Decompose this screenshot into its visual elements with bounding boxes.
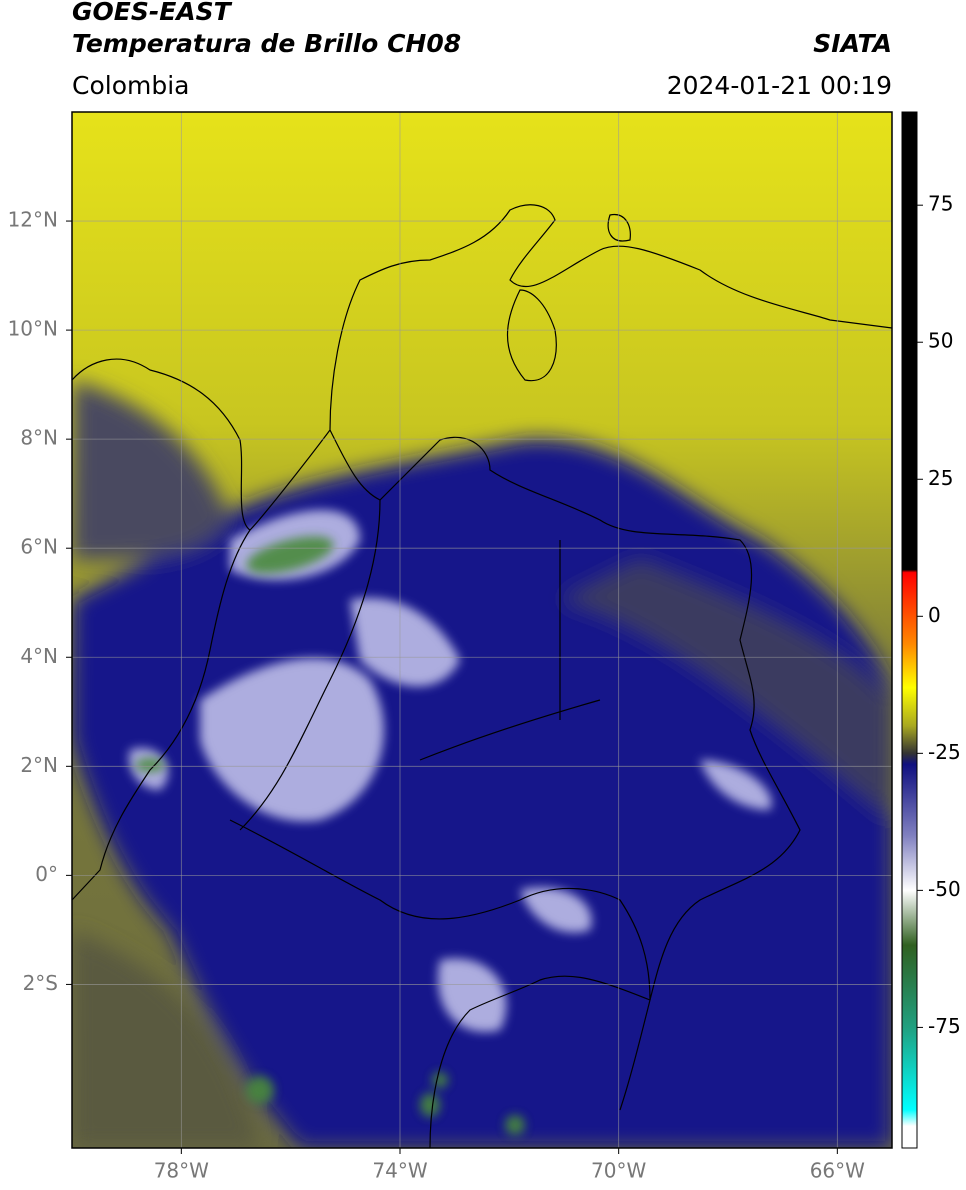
map-frame xyxy=(71,111,893,1149)
colorbar-label: -50 xyxy=(928,877,961,901)
title: GOES-EAST xyxy=(72,0,233,26)
colorbar-label: 25 xyxy=(928,466,953,490)
colorbar-label: -75 xyxy=(928,1014,961,1038)
y-tick-label: 6°N xyxy=(20,535,58,559)
x-tick-label: 66°W xyxy=(810,1159,865,1183)
grid xyxy=(72,112,892,1148)
y-tick-label: 8°N xyxy=(20,426,58,450)
colorbar-label: -25 xyxy=(928,740,961,764)
y-tick-label: 2°S xyxy=(23,971,58,995)
x-tick-label: 70°W xyxy=(591,1159,646,1183)
y-tick-label: 2°N xyxy=(20,753,58,777)
y-tick-label: 10°N xyxy=(8,317,58,341)
colorbar-label: 0 xyxy=(928,603,941,627)
colorbar-label: 50 xyxy=(928,329,953,353)
map-image xyxy=(72,112,892,1148)
colorbar-label: 75 xyxy=(928,192,953,216)
y-tick-label: 4°N xyxy=(20,644,58,668)
source: SIATA xyxy=(813,29,892,58)
region: Colombia xyxy=(72,71,189,100)
y-tick-label: 12°N xyxy=(8,208,58,232)
y-tick-label: 0° xyxy=(35,862,58,886)
colorbar xyxy=(901,111,918,1149)
datetime: 2024-01-21 00:19 xyxy=(667,71,892,100)
x-tick-label: 78°W xyxy=(154,1159,209,1183)
subtitle: Temperatura de Brillo CH08 xyxy=(72,29,461,58)
x-tick-label: 74°W xyxy=(372,1159,427,1183)
